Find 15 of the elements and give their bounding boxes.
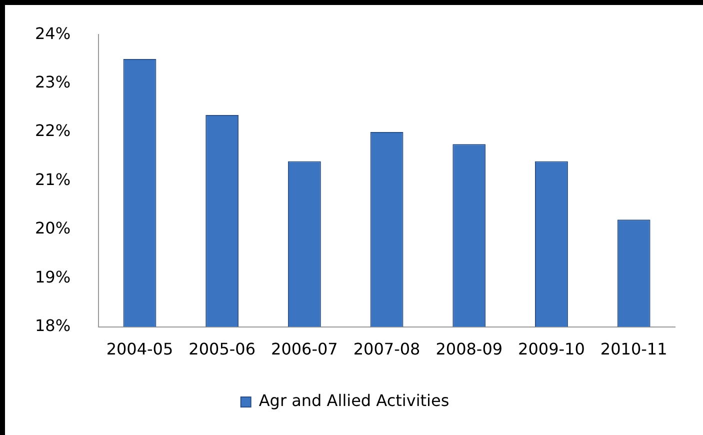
x-tick-label: 2010-11 <box>600 340 668 359</box>
y-tick-label: 24% <box>35 24 71 43</box>
y-tick-label: 19% <box>35 267 71 286</box>
x-tick-label: 2004-05 <box>106 340 174 359</box>
y-tick-label: 22% <box>35 121 71 140</box>
y-tick-label: 20% <box>35 218 71 238</box>
y-tick-label: 21% <box>35 170 71 189</box>
x-tick-label: 2009-10 <box>518 340 585 359</box>
x-tick-label: 2007-08 <box>353 340 420 359</box>
y-tick-label: 23% <box>35 72 71 92</box>
y-tick-label: 18% <box>35 316 71 335</box>
x-tick-label: 2006-07 <box>271 340 338 359</box>
legend-label: Agr and Allied Activities <box>258 391 450 410</box>
x-tick-label: 2008-09 <box>436 340 503 359</box>
x-tick-label: 2005-06 <box>188 340 256 359</box>
